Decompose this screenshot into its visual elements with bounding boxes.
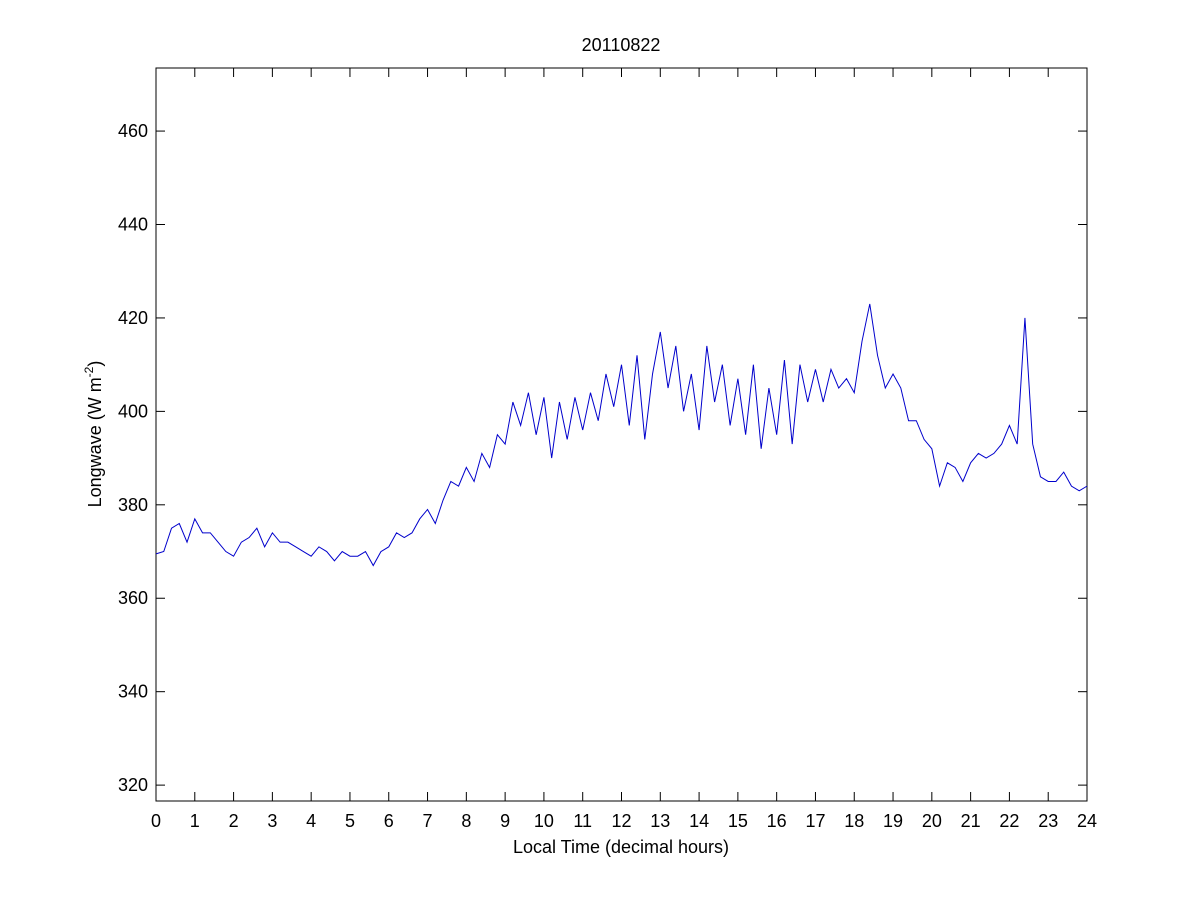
y-label-superscript: -2: [82, 366, 96, 377]
x-tick-label: 2: [229, 811, 239, 831]
x-tick-label: 19: [883, 811, 903, 831]
x-tick-label: 3: [267, 811, 277, 831]
x-tick-label: 15: [728, 811, 748, 831]
x-tick-label: 9: [500, 811, 510, 831]
data-line: [155, 303, 1088, 567]
y-label-text: Longwave (W m: [85, 377, 105, 507]
x-tick-label: 10: [534, 811, 554, 831]
x-axis-label: Local Time (decimal hours): [513, 837, 729, 857]
y-tick-label: 340: [118, 682, 148, 702]
y-tick-label: 320: [118, 775, 148, 795]
x-tick-label: 22: [999, 811, 1019, 831]
x-tick-label: 6: [384, 811, 394, 831]
y-tick-label: 440: [118, 215, 148, 235]
x-tick-label: 8: [461, 811, 471, 831]
x-tick-label: 21: [961, 811, 981, 831]
x-tick-label: 14: [689, 811, 709, 831]
y-tick-label: 460: [118, 121, 148, 141]
y-tick-label: 360: [118, 588, 148, 608]
x-tick-label: 23: [1038, 811, 1058, 831]
x-tick-label: 1: [190, 811, 200, 831]
y-axis-label: Longwave (W m-2): [82, 361, 105, 508]
chart-title: 20110822: [582, 35, 661, 55]
x-tick-label: 17: [805, 811, 825, 831]
x-tick-label: 0: [151, 811, 161, 831]
y-tick-label: 400: [118, 401, 148, 421]
x-tick-label: 4: [306, 811, 316, 831]
x-tick-label: 20: [922, 811, 942, 831]
x-tick-label: 12: [611, 811, 631, 831]
x-tick-label: 13: [650, 811, 670, 831]
y-label-text: ): [85, 361, 105, 367]
x-tick-label: 7: [423, 811, 433, 831]
x-tick-label: 24: [1077, 811, 1097, 831]
y-tick-label: 420: [118, 308, 148, 328]
x-tick-label: 18: [844, 811, 864, 831]
x-tick-label: 16: [767, 811, 787, 831]
y-tick-label: 380: [118, 495, 148, 515]
x-tick-label: 11: [573, 811, 592, 831]
x-tick-label: 5: [345, 811, 355, 831]
